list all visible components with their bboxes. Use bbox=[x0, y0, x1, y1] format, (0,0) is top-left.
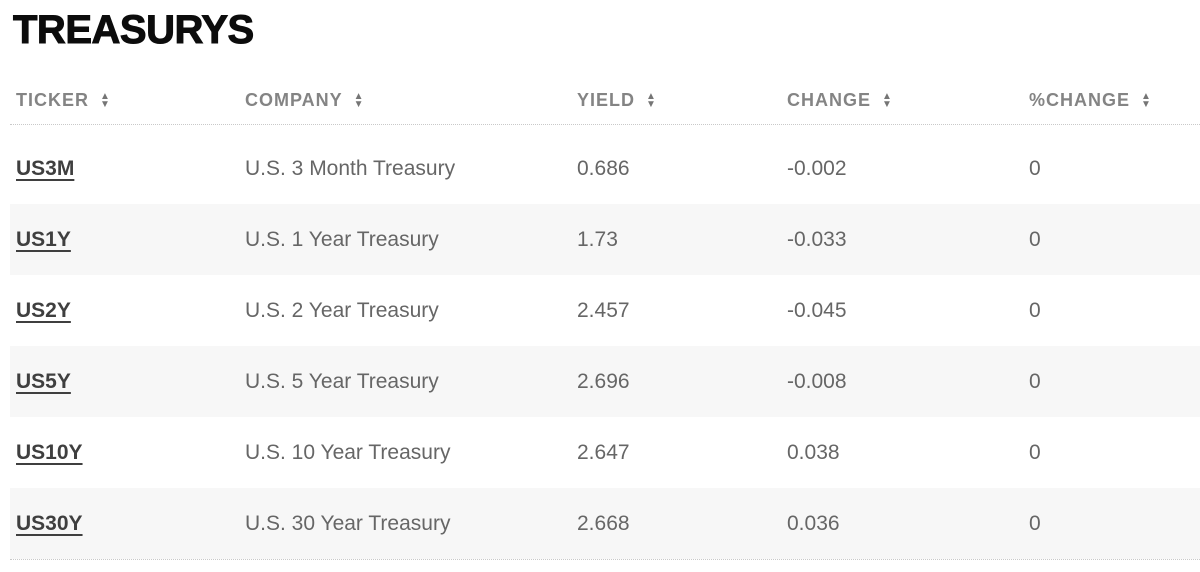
sort-arrows-icon[interactable]: ▲ ▼ bbox=[100, 91, 111, 110]
sort-arrows-icon[interactable]: ▲ ▼ bbox=[1141, 91, 1152, 110]
pct-change-cell: 0 bbox=[1029, 156, 1041, 180]
table-row-us10y: US10Y U.S. 10 Year Treasury 2.647 0.038 … bbox=[10, 417, 1200, 488]
ticker-cell: US30Y bbox=[10, 512, 245, 536]
table-row-us1y: US1Y U.S. 1 Year Treasury 1.73 -0.033 0 bbox=[10, 204, 1200, 275]
column-header-ticker[interactable]: TICKER ▲ ▼ bbox=[10, 90, 245, 111]
ticker-link-us3m[interactable]: US3M bbox=[16, 156, 75, 180]
column-header-label: YIELD bbox=[577, 90, 636, 110]
yield-cell: 2.668 bbox=[577, 511, 630, 535]
company-cell: U.S. 10 Year Treasury bbox=[245, 440, 451, 464]
ticker-cell: US3M bbox=[10, 157, 245, 181]
table-row-us3m: US3M U.S. 3 Month Treasury 0.686 -0.002 … bbox=[10, 133, 1200, 204]
company-cell: U.S. 5 Year Treasury bbox=[245, 369, 439, 393]
sort-up-icon: ▲ bbox=[1141, 91, 1152, 102]
pct-change-cell: 0 bbox=[1029, 440, 1041, 464]
company-cell: U.S. 30 Year Treasury bbox=[245, 511, 451, 535]
sort-down-icon: ▼ bbox=[882, 99, 893, 110]
table-body: US3M U.S. 3 Month Treasury 0.686 -0.002 … bbox=[10, 133, 1200, 560]
treasurys-table: TICKER ▲ ▼ COMPANY ▲ ▼ YIELD ▲ ▼ CHANGE ▲ ▼ … bbox=[10, 77, 1200, 560]
sort-up-icon: ▲ bbox=[882, 91, 893, 102]
ticker-cell: US2Y bbox=[10, 299, 245, 323]
yield-cell: 2.647 bbox=[577, 440, 630, 464]
column-header-pct-change[interactable]: %CHANGE ▲ ▼ bbox=[1029, 90, 1200, 111]
column-header-label: %CHANGE bbox=[1029, 90, 1131, 110]
column-header-change[interactable]: CHANGE ▲ ▼ bbox=[787, 90, 1029, 111]
change-cell: -0.002 bbox=[787, 156, 847, 180]
company-cell: U.S. 2 Year Treasury bbox=[245, 298, 439, 322]
yield-cell: 1.73 bbox=[577, 227, 618, 251]
column-header-yield[interactable]: YIELD ▲ ▼ bbox=[577, 90, 787, 111]
change-cell: 0.036 bbox=[787, 511, 840, 535]
change-cell: 0.038 bbox=[787, 440, 840, 464]
sort-arrows-icon[interactable]: ▲ ▼ bbox=[646, 91, 657, 110]
yield-cell: 2.457 bbox=[577, 298, 630, 322]
ticker-link-us10y[interactable]: US10Y bbox=[16, 440, 83, 464]
sort-down-icon: ▼ bbox=[646, 99, 657, 110]
sort-down-icon: ▼ bbox=[353, 99, 365, 110]
sort-down-icon: ▼ bbox=[1141, 99, 1152, 110]
yield-cell: 0.686 bbox=[577, 156, 630, 180]
sort-arrows-icon[interactable]: ▲ ▼ bbox=[353, 91, 365, 110]
table-row-us2y: US2Y U.S. 2 Year Treasury 2.457 -0.045 0 bbox=[10, 275, 1200, 346]
ticker-link-us30y[interactable]: US30Y bbox=[16, 511, 83, 535]
page-title: TREASURYS bbox=[13, 8, 255, 53]
pct-change-cell: 0 bbox=[1029, 511, 1041, 535]
sort-down-icon: ▼ bbox=[100, 99, 111, 110]
pct-change-cell: 0 bbox=[1029, 298, 1041, 322]
sort-up-icon: ▲ bbox=[100, 91, 111, 102]
sort-arrows-icon[interactable]: ▲ ▼ bbox=[882, 91, 893, 110]
company-cell: U.S. 1 Year Treasury bbox=[245, 227, 439, 251]
pct-change-cell: 0 bbox=[1029, 227, 1041, 251]
table-row-us30y: US30Y U.S. 30 Year Treasury 2.668 0.036 … bbox=[10, 488, 1200, 559]
company-cell: U.S. 3 Month Treasury bbox=[245, 156, 456, 180]
yield-cell: 2.696 bbox=[577, 369, 630, 393]
table-row-us5y: US5Y U.S. 5 Year Treasury 2.696 -0.008 0 bbox=[10, 346, 1200, 417]
ticker-link-us2y[interactable]: US2Y bbox=[16, 298, 71, 322]
change-cell: -0.045 bbox=[787, 298, 847, 322]
pct-change-cell: 0 bbox=[1029, 369, 1041, 393]
column-header-label: TICKER bbox=[16, 90, 89, 110]
ticker-cell: US10Y bbox=[10, 441, 245, 465]
change-cell: -0.008 bbox=[787, 369, 847, 393]
ticker-link-us5y[interactable]: US5Y bbox=[16, 369, 71, 393]
change-cell: -0.033 bbox=[787, 227, 847, 251]
table-header-row: TICKER ▲ ▼ COMPANY ▲ ▼ YIELD ▲ ▼ CHANGE ▲ ▼ … bbox=[10, 77, 1200, 125]
ticker-link-us1y[interactable]: US1Y bbox=[16, 227, 71, 251]
column-header-company[interactable]: COMPANY ▲ ▼ bbox=[245, 90, 577, 111]
ticker-cell: US1Y bbox=[10, 228, 245, 252]
ticker-cell: US5Y bbox=[10, 370, 245, 394]
sort-up-icon: ▲ bbox=[646, 91, 657, 102]
column-header-label: CHANGE bbox=[787, 90, 872, 110]
column-header-label: COMPANY bbox=[245, 90, 343, 110]
sort-up-icon: ▲ bbox=[353, 91, 365, 102]
